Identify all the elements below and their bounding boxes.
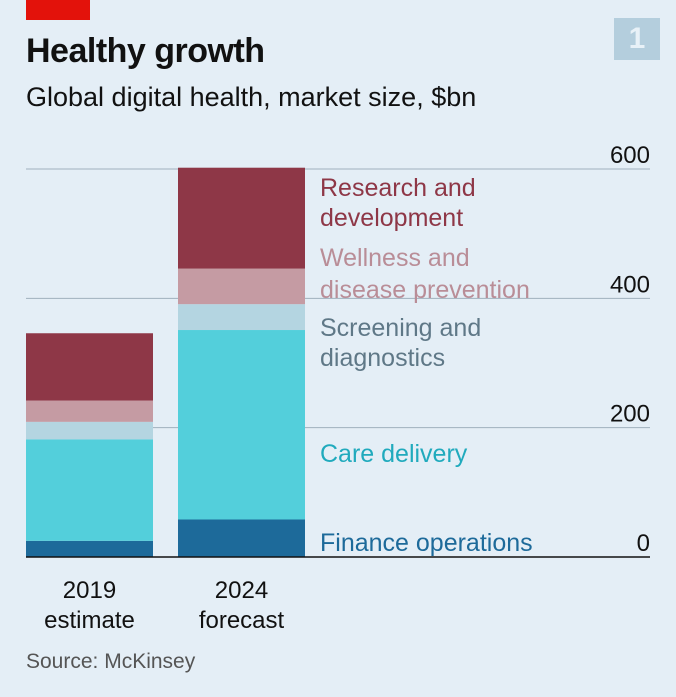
chart-title: Healthy growth — [26, 32, 265, 70]
bar-segment — [26, 400, 153, 422]
bar-segment — [26, 540, 153, 557]
series-label: diagnostics — [320, 344, 445, 372]
bar-segment — [26, 421, 153, 440]
series-label: Wellness and — [320, 244, 470, 272]
bar-segment — [26, 333, 153, 401]
x-tick-label: forecast — [199, 607, 285, 634]
x-tick-label: 2024 — [215, 577, 268, 604]
y-tick-label: 200 — [610, 401, 650, 428]
bar-segment — [26, 439, 153, 541]
x-tick-label: estimate — [44, 607, 135, 634]
bar-segment — [178, 519, 305, 557]
bar-segment — [178, 330, 305, 520]
y-tick-label: 0 — [637, 530, 650, 557]
series-label: Care delivery — [320, 440, 468, 468]
series-label: development — [320, 204, 463, 232]
series-label: disease prevention — [320, 276, 530, 304]
y-tick-label: 600 — [610, 142, 650, 169]
x-tick-label: 2019 — [63, 577, 116, 604]
source-note: Source: McKinsey — [26, 650, 196, 673]
bar-segment — [178, 268, 305, 305]
series-label: Screening and — [320, 314, 481, 342]
series-label: Research and — [320, 174, 476, 202]
chart-subtitle: Global digital health, market size, $bn — [26, 82, 477, 112]
brand-red-tag — [26, 0, 90, 20]
y-tick-label: 400 — [610, 271, 650, 298]
chart-number-badge: 1 — [614, 18, 660, 60]
series-label: Finance operations — [320, 529, 533, 557]
bar-segment — [178, 167, 305, 269]
bar-segment — [178, 304, 305, 331]
